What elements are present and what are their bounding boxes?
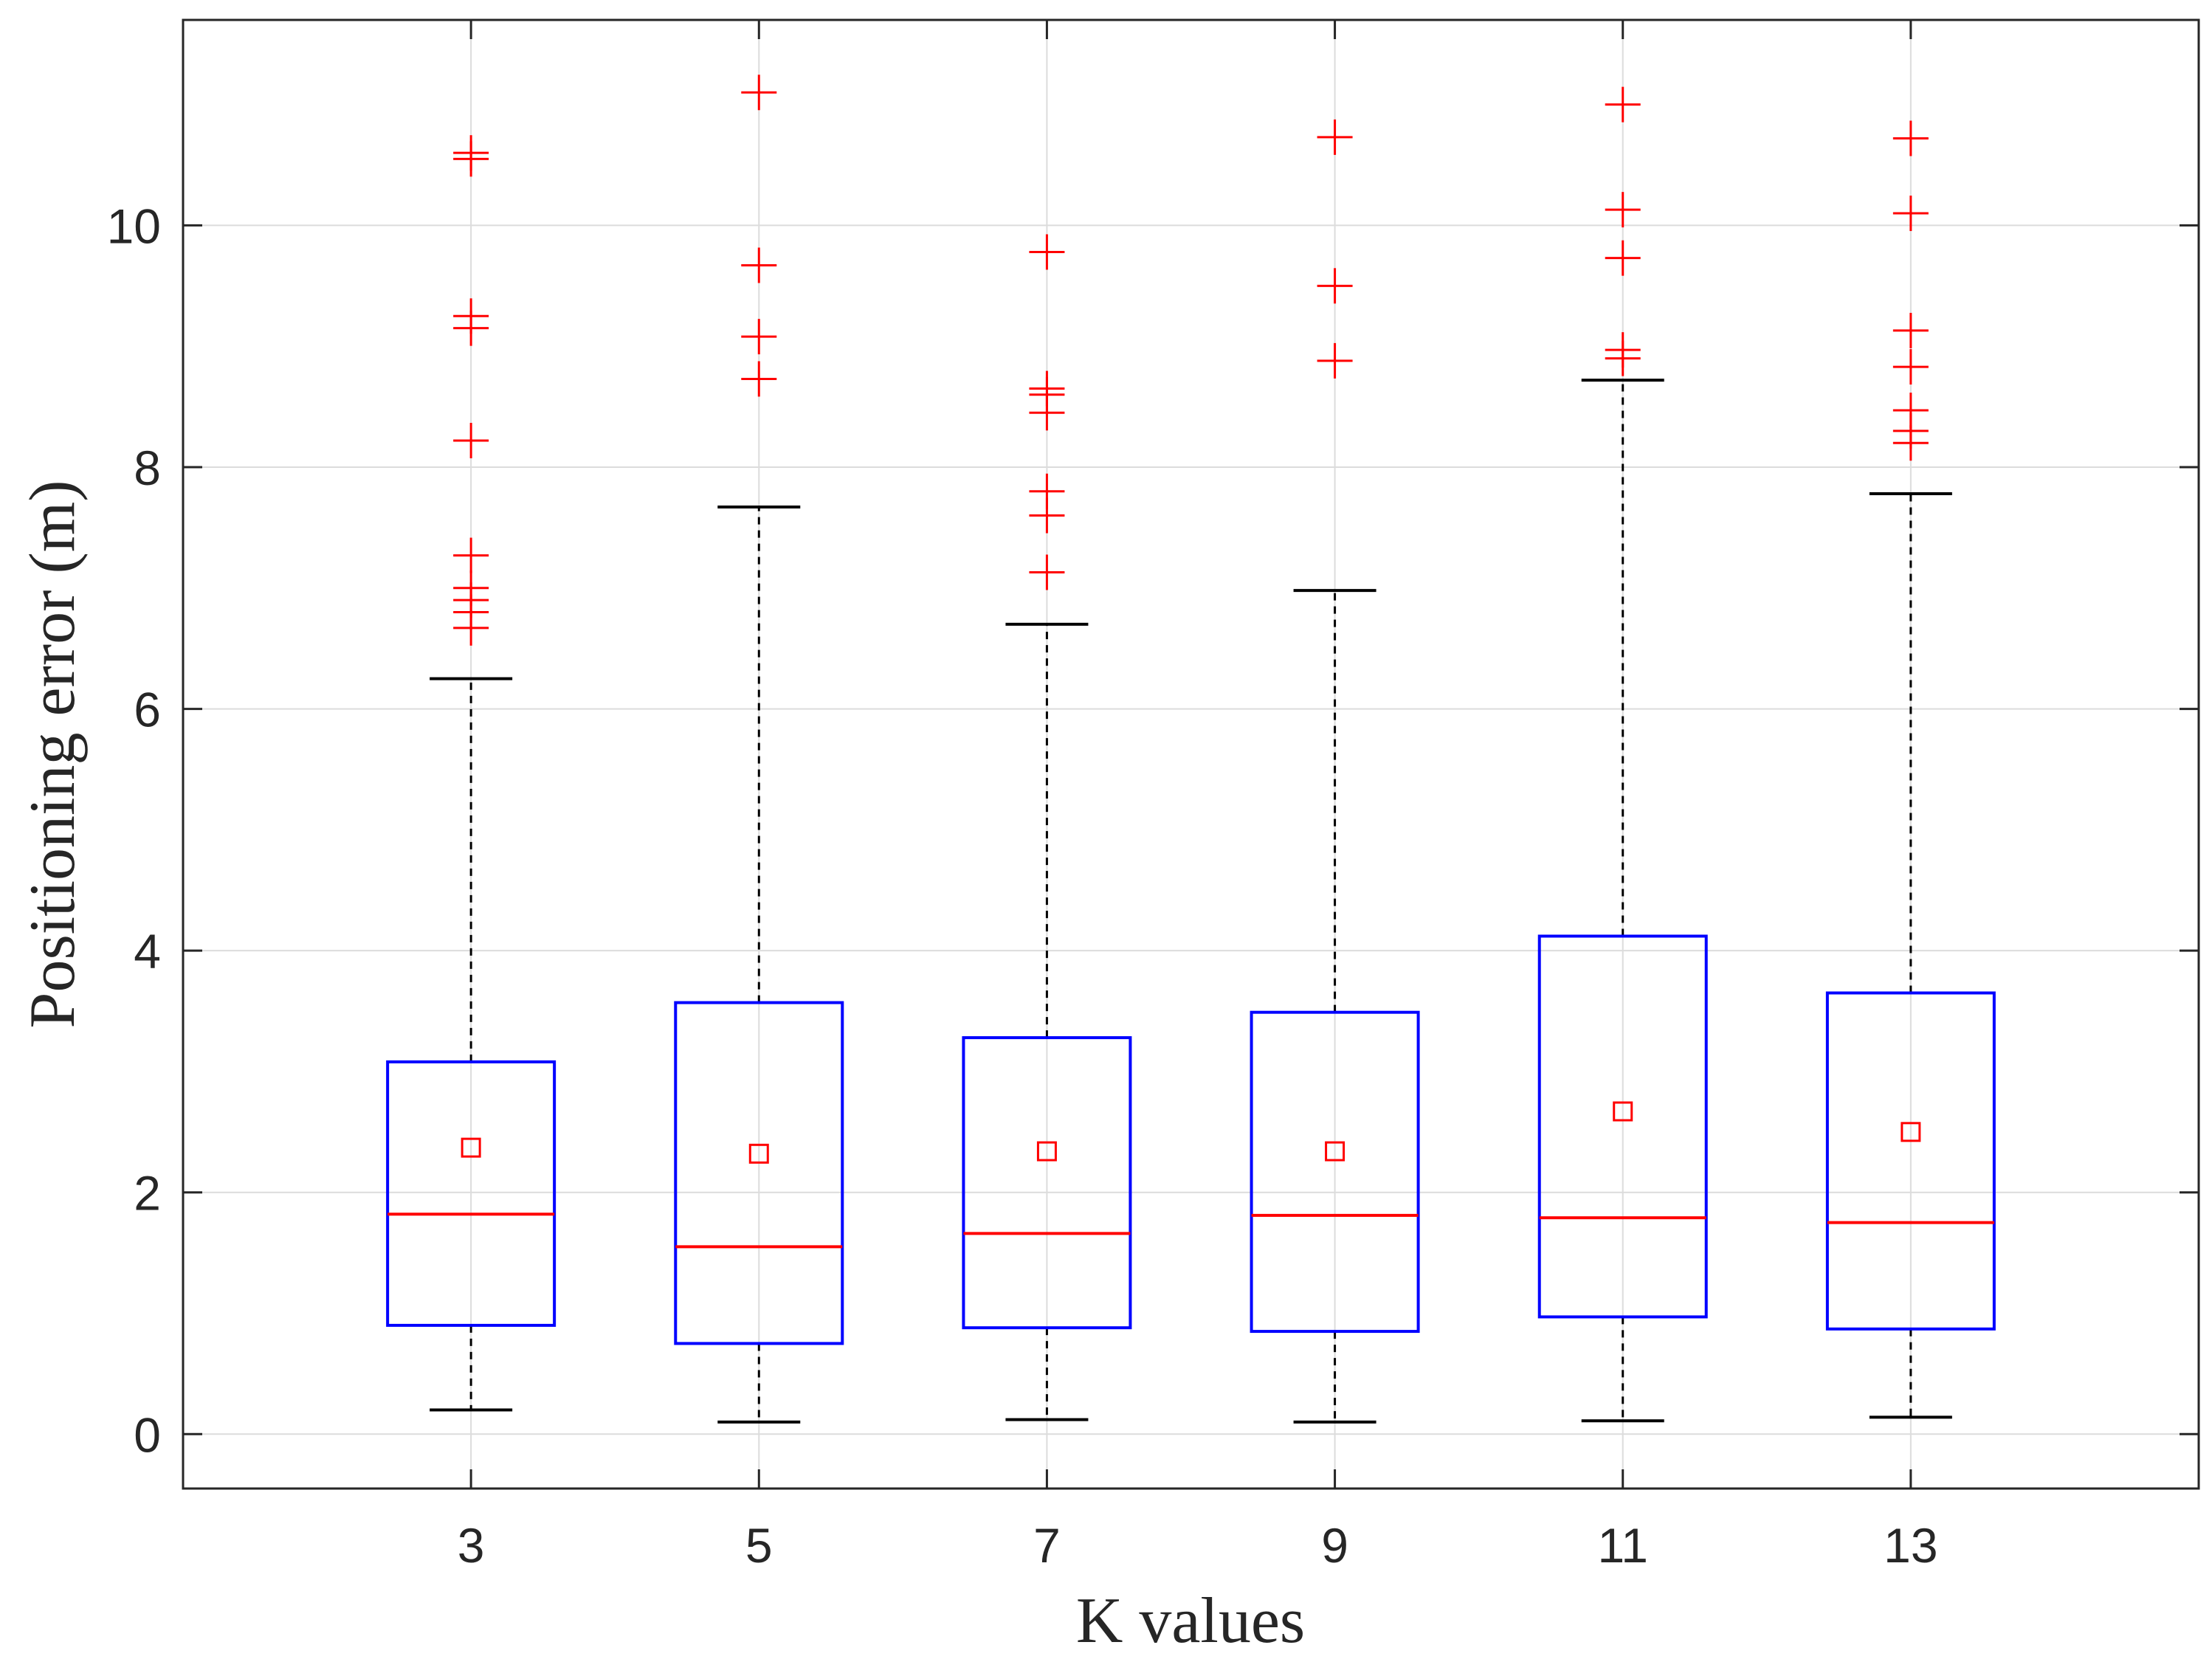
iqr-box bbox=[674, 1001, 844, 1345]
outlier-marker bbox=[1892, 196, 1929, 232]
box-group-k5 bbox=[674, 75, 844, 1424]
outlier-marker bbox=[1029, 554, 1065, 590]
y-tick-label: 8 bbox=[134, 441, 161, 495]
iqr-box bbox=[1825, 991, 1996, 1331]
iqr-box bbox=[1250, 1010, 1420, 1334]
outlier-marker bbox=[1029, 473, 1065, 509]
outlier-marker bbox=[741, 361, 777, 397]
outlier-marker bbox=[453, 422, 489, 458]
x-axis-label: K values bbox=[1076, 1585, 1305, 1657]
outlier-marker bbox=[453, 298, 489, 334]
mean-marker bbox=[1613, 1101, 1633, 1122]
iqr-box bbox=[962, 1036, 1132, 1330]
x-tick-label: 5 bbox=[745, 1518, 773, 1573]
outlier-marker bbox=[1317, 268, 1353, 304]
outlier-marker bbox=[1892, 120, 1929, 156]
outlier-marker bbox=[453, 135, 489, 171]
iqr-box bbox=[386, 1060, 557, 1327]
y-axis-ticks: 0 2 4 6 8 10 bbox=[107, 199, 2199, 1462]
outlier-marker bbox=[1317, 342, 1353, 379]
y-tick-label: 0 bbox=[134, 1407, 161, 1462]
outlier-marker bbox=[741, 319, 777, 355]
x-tick-label: 3 bbox=[458, 1518, 485, 1573]
box-group-k13 bbox=[1825, 120, 1996, 1419]
box-group-k9 bbox=[1250, 119, 1420, 1424]
outlier-marker bbox=[1605, 332, 1641, 368]
outlier-marker bbox=[453, 537, 489, 573]
mean-marker bbox=[748, 1143, 769, 1164]
outlier-marker bbox=[1605, 240, 1641, 276]
x-tick-label: 13 bbox=[1884, 1518, 1937, 1573]
outlier-marker bbox=[1892, 393, 1929, 429]
outlier-marker bbox=[1892, 349, 1929, 385]
mean-marker bbox=[1325, 1141, 1346, 1162]
mean-marker bbox=[461, 1137, 481, 1158]
y-tick-label: 4 bbox=[134, 924, 161, 979]
x-axis-ticks: 3 5 7 9 11 13 bbox=[458, 20, 1938, 1573]
mean-marker bbox=[1901, 1122, 1921, 1142]
x-tick-label: 11 bbox=[1597, 1518, 1648, 1573]
outlier-marker bbox=[453, 570, 489, 606]
outlier-marker bbox=[1029, 370, 1065, 407]
box-group-k7 bbox=[962, 234, 1132, 1421]
y-tick-label: 2 bbox=[134, 1166, 161, 1221]
iqr-box bbox=[1537, 934, 1708, 1319]
outlier-marker bbox=[1892, 312, 1929, 348]
outlier-marker bbox=[741, 247, 777, 283]
mean-marker bbox=[1036, 1141, 1057, 1162]
outlier-marker bbox=[1029, 234, 1065, 270]
outlier-marker bbox=[741, 75, 777, 111]
outlier-marker bbox=[1605, 192, 1641, 228]
x-tick-label: 7 bbox=[1033, 1518, 1061, 1573]
outlier-marker bbox=[1605, 86, 1641, 123]
box-group-k11 bbox=[1537, 86, 1708, 1423]
x-tick-label: 9 bbox=[1321, 1518, 1348, 1573]
plot-area-frame bbox=[182, 18, 2200, 1490]
y-tick-label: 10 bbox=[107, 199, 161, 253]
y-tick-label: 6 bbox=[134, 683, 161, 737]
box-series bbox=[386, 75, 1996, 1424]
outlier-marker bbox=[1317, 119, 1353, 155]
box-group-k3 bbox=[386, 135, 557, 1412]
y-axis-label: Positioning error (m) bbox=[17, 480, 89, 1028]
